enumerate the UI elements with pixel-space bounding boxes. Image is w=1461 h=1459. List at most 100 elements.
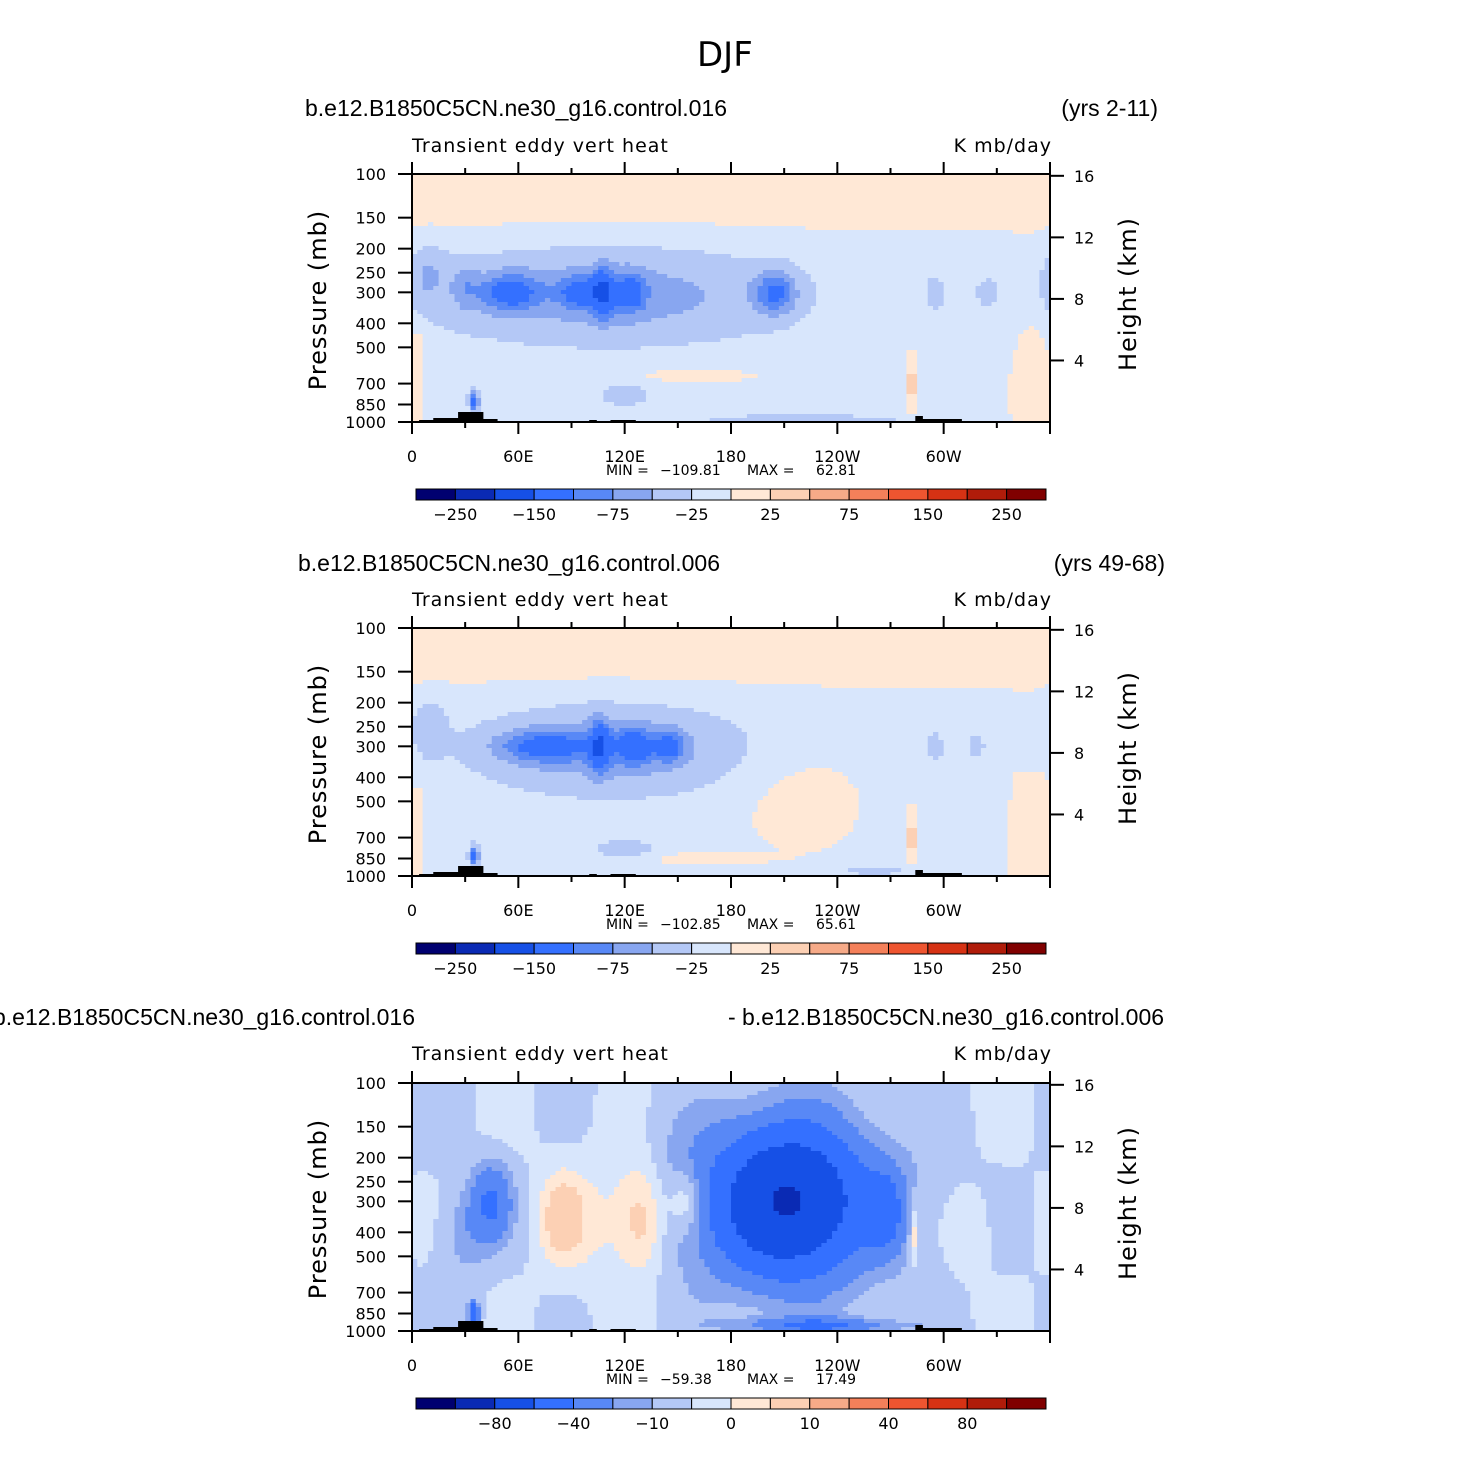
panel-1-field-cell — [741, 194, 748, 199]
panel-1-field-cell — [917, 174, 923, 179]
panel-1-field-cell — [629, 174, 636, 179]
panel-1-field-cell — [481, 174, 487, 179]
panel-1-field-cell — [614, 182, 620, 187]
panel-1-field-cell — [901, 182, 907, 187]
panel-1-field-cell — [693, 194, 700, 199]
panel-1-field-cell — [576, 194, 583, 199]
panel-1-field-cell — [438, 174, 445, 179]
panel-1-field-cell — [816, 194, 822, 199]
panel-1-field-cell — [922, 174, 929, 179]
panel-1-field-cell — [523, 190, 530, 195]
panel-1-field-cell — [810, 186, 817, 191]
panel-1-field-cell — [890, 182, 897, 187]
panel-1-field-cell — [858, 178, 865, 183]
panel-1-field-cell — [858, 194, 865, 199]
panel-1-field-cell — [986, 186, 993, 191]
panel-1-field-cell — [587, 186, 594, 191]
panel-1-field-cell — [422, 186, 429, 191]
panel-1-field-cell — [475, 190, 482, 195]
panel-1-field-cell — [731, 174, 737, 179]
panel-1-field-cell — [847, 174, 854, 179]
panel-1-field-cell — [693, 174, 700, 179]
panel-1-field-cell — [863, 178, 870, 183]
panel-1-field-cell — [725, 194, 732, 199]
panel-1-field-cell — [741, 174, 748, 179]
panel-1-field-cell — [890, 186, 897, 191]
panel-1-field-cell — [518, 194, 525, 199]
panel-1-field-cell — [911, 190, 918, 195]
panel-1-field-cell — [449, 190, 456, 195]
panel-1-field-cell — [975, 182, 982, 187]
panel-1-field-cell — [768, 174, 775, 179]
panel-1-field-cell — [555, 194, 562, 199]
panel-1-field-cell — [624, 174, 631, 179]
panel-1-field-cell — [959, 174, 966, 179]
panel-1-field-cell — [619, 194, 626, 199]
panel-1-field-cell — [927, 178, 934, 183]
panel-1-field-cell — [576, 174, 583, 179]
panel-1-field-cell — [816, 190, 822, 195]
panel-1-field-cell — [534, 190, 541, 195]
panel-1-field-cell — [688, 182, 695, 187]
panel-1-field-cell — [693, 178, 700, 183]
panel-1-field-cell — [853, 190, 860, 195]
panel-1-field-cell — [667, 194, 674, 199]
panel-1-field-cell — [832, 190, 838, 195]
panel-1-field-cell — [704, 174, 711, 179]
panel-1-field-cell — [927, 174, 934, 179]
panel-1-field-cell — [821, 194, 828, 199]
panel-1-field-cell — [1012, 174, 1019, 179]
panel-1-field-cell — [412, 190, 418, 195]
panel-1-field-cell — [842, 178, 849, 183]
panel-1-field-cell — [1002, 178, 1008, 183]
panel-1-field-cell — [709, 194, 716, 199]
panel-1-field-cell — [959, 186, 966, 191]
panel-1-field-cell — [842, 190, 849, 195]
panel-1-field-cell — [683, 182, 689, 187]
panel-1-field-cell — [629, 190, 636, 195]
panel-1-field-cell — [1039, 190, 1046, 195]
panel-1-field-cell — [582, 194, 588, 199]
panel-1-field-cell — [715, 194, 721, 199]
panel-1-field-cell — [603, 190, 610, 195]
panel-1-field-cell — [975, 190, 982, 195]
panel-1-field-cell — [513, 182, 519, 187]
panel-1-field-cell — [853, 174, 860, 179]
panel-1-field-cell — [757, 174, 764, 179]
panel-1-field-cell — [412, 178, 418, 183]
panel-1-field-cell — [1028, 186, 1035, 191]
panel-1-field-cell — [465, 190, 471, 195]
panel-1-field-cell — [624, 186, 631, 191]
panel-1-field-cell — [443, 182, 450, 187]
panel-1-field-cell — [560, 186, 567, 191]
panel-1-field-cell — [635, 194, 642, 199]
panel-1-field-cell — [587, 190, 594, 195]
panel-1-field-cell — [826, 178, 833, 183]
panel-1-field-cell — [592, 190, 599, 195]
panel-1-field-cell — [1034, 182, 1040, 187]
panel-1-field-cell — [731, 186, 737, 191]
panel-1-field-cell — [619, 178, 626, 183]
panel-1-field-cell — [566, 178, 572, 183]
panel-1-field-cell — [422, 182, 429, 187]
panel-1-field-cell — [475, 178, 482, 183]
panel-1-field-cell — [614, 186, 620, 191]
panel-1-field-cell — [773, 194, 780, 199]
panel-1-field-cell — [720, 190, 727, 195]
panel-1-field-cell — [709, 186, 716, 191]
panel-1-field-cell — [970, 174, 977, 179]
panel-1-field-cell — [1034, 186, 1040, 191]
panel-1-field-cell — [412, 174, 418, 179]
panel-1-field-cell — [635, 178, 642, 183]
panel-1-field-cell — [475, 174, 482, 179]
panel-1-field-cell — [1012, 186, 1019, 191]
panel-1-field-cell — [863, 194, 870, 199]
panel-1-field-cell — [438, 194, 445, 199]
panel-1-field-cell — [635, 186, 642, 191]
panel-1-field-cell — [667, 178, 674, 183]
panel-1-field-cell — [683, 186, 689, 191]
panel-1-field-cell — [523, 174, 530, 179]
panel-1-field-cell — [704, 178, 711, 183]
panel-1-field-cell — [784, 190, 790, 195]
panel-1-field-cell — [917, 182, 923, 187]
